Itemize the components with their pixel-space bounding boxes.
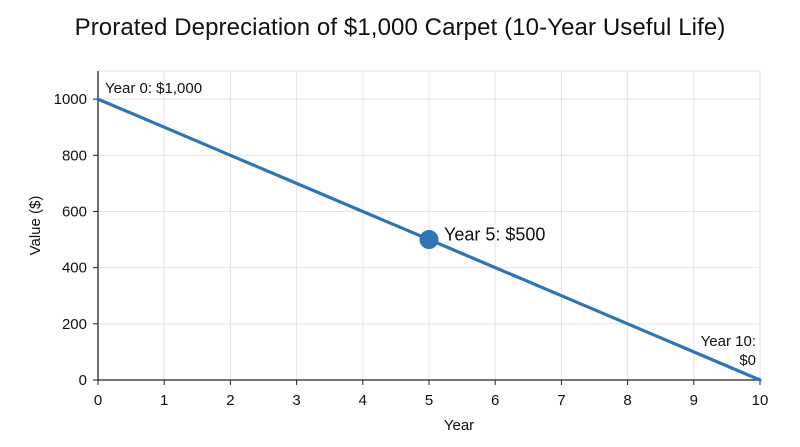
highlight-point bbox=[419, 230, 439, 250]
x-tick-label: 2 bbox=[226, 392, 234, 409]
data-annotation: Year 0: $1,000 bbox=[105, 80, 202, 97]
x-tick-label: 6 bbox=[491, 392, 499, 409]
x-tick-label: 1 bbox=[160, 392, 168, 409]
y-tick-label: 400 bbox=[62, 260, 87, 277]
gridlines bbox=[97, 70, 761, 381]
x-tick-label: 3 bbox=[292, 392, 300, 409]
x-tick-label: 9 bbox=[690, 392, 698, 409]
x-tick-label: 8 bbox=[623, 392, 631, 409]
x-tick-label: 7 bbox=[557, 392, 565, 409]
y-tick-label: 1000 bbox=[54, 91, 87, 108]
x-tick-label: 5 bbox=[425, 392, 433, 409]
annotation-line: Year 5: $500 bbox=[444, 225, 545, 245]
y-tick-label: 0 bbox=[79, 372, 87, 389]
x-tick-label: 4 bbox=[359, 392, 367, 409]
x-tick-label: 0 bbox=[94, 392, 102, 409]
data-annotation: Year 5: $500 bbox=[444, 225, 545, 245]
x-tick-label: 10 bbox=[752, 392, 769, 409]
y-tick-label: 200 bbox=[62, 316, 87, 333]
chart-title: Prorated Depreciation of $1,000 Carpet (… bbox=[74, 14, 726, 41]
annotation-line: $0 bbox=[739, 352, 756, 369]
y-tick-label: 800 bbox=[62, 147, 87, 164]
y-tick-label: 600 bbox=[62, 203, 87, 220]
x-axis-label: Year bbox=[444, 417, 474, 434]
y-axis-label: Value ($) bbox=[27, 196, 44, 256]
annotation-line: Year 10: bbox=[701, 333, 756, 350]
annotation-line: Year 0: $1,000 bbox=[105, 80, 202, 97]
data-annotation: Year 10: $0 bbox=[701, 333, 756, 369]
